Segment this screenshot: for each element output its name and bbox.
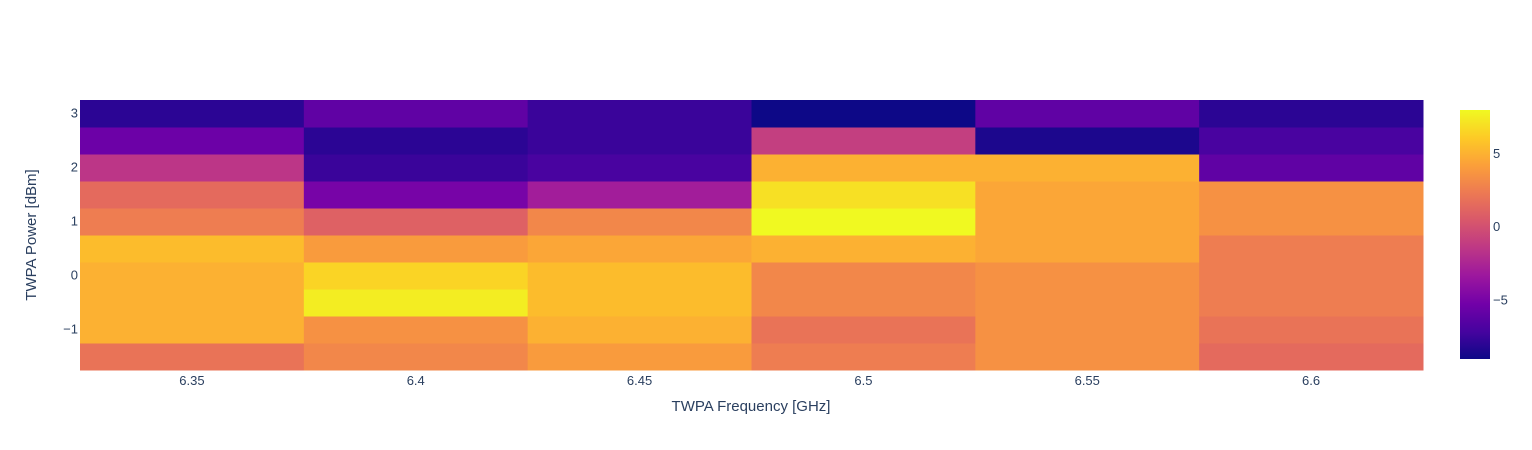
heatmap-cell xyxy=(975,262,1200,290)
heatmap-cell xyxy=(751,127,976,155)
heatmap-cell xyxy=(527,100,752,128)
colorbar xyxy=(1460,110,1490,359)
y-tick-label: 1 xyxy=(71,214,78,229)
heatmap-cell xyxy=(527,343,752,371)
y-tick-label: −1 xyxy=(63,322,78,337)
heatmap-cell xyxy=(1199,154,1424,182)
heatmap-cell xyxy=(1199,343,1424,371)
heatmap-cell xyxy=(975,289,1200,317)
heatmap-cell xyxy=(80,154,305,182)
heatmap-cell xyxy=(527,154,752,182)
heatmap-cell xyxy=(80,181,305,209)
heatmap-cells xyxy=(80,100,1424,371)
heatmap-cell xyxy=(975,235,1200,263)
heatmap-cell xyxy=(751,343,976,371)
heatmap-cell xyxy=(751,316,976,344)
heatmap-cell xyxy=(1199,289,1424,317)
heatmap-cell xyxy=(751,208,976,236)
heatmap-cell xyxy=(303,154,529,182)
heatmap-cell xyxy=(527,127,752,155)
heatmap-cell xyxy=(751,154,976,182)
y-tick-label: 2 xyxy=(71,160,78,175)
heatmap-cell xyxy=(303,208,529,236)
heatmap-cell xyxy=(303,100,529,128)
y-tick-label: 0 xyxy=(71,268,78,283)
heatmap-cell xyxy=(751,262,976,290)
heatmap-cell xyxy=(975,208,1200,236)
x-tick-label: 6.35 xyxy=(179,373,204,388)
heatmap-cell xyxy=(751,235,976,263)
heatmap-cell xyxy=(975,316,1200,344)
heatmap-cell xyxy=(975,100,1200,128)
x-tick-label: 6.6 xyxy=(1302,373,1320,388)
heatmap-cell xyxy=(1199,262,1424,290)
heatmap-cell xyxy=(527,316,752,344)
x-axis-ticks: 6.35 6.4 6.45 6.5 6.55 6.6 xyxy=(179,373,1320,388)
heatmap-cell xyxy=(527,208,752,236)
colorbar-tick-label: 5 xyxy=(1493,146,1500,161)
heatmap-cell xyxy=(80,343,305,371)
y-axis-title: TWPA Power [dBm] xyxy=(23,169,40,300)
x-tick-label: 6.4 xyxy=(407,373,425,388)
heatmap-cell xyxy=(527,289,752,317)
heatmap-cell xyxy=(303,181,529,209)
heatmap-cell xyxy=(527,181,752,209)
heatmap-cell xyxy=(975,343,1200,371)
heatmap-cell xyxy=(80,235,305,263)
heatmap-cell xyxy=(975,181,1200,209)
x-tick-label: 6.45 xyxy=(627,373,652,388)
x-tick-label: 6.55 xyxy=(1075,373,1100,388)
heatmap-cell xyxy=(975,154,1200,182)
heatmap-cell xyxy=(527,235,752,263)
heatmap-cell xyxy=(303,127,529,155)
heatmap-cell xyxy=(751,181,976,209)
heatmap-cell xyxy=(1199,181,1424,209)
heatmap-cell xyxy=(1199,208,1424,236)
heatmap-cell xyxy=(1199,316,1424,344)
heatmap-cell xyxy=(303,316,529,344)
heatmap-cell xyxy=(1199,127,1424,155)
x-axis-title: TWPA Frequency [GHz] xyxy=(672,398,831,415)
heatmap-cell xyxy=(303,289,529,317)
heatmap-cell xyxy=(303,262,529,290)
y-tick-label: 3 xyxy=(71,106,78,121)
colorbar-tick-label: 0 xyxy=(1493,219,1500,234)
heatmap-cell xyxy=(751,100,976,128)
heatmap-cell xyxy=(80,262,305,290)
heatmap-cell xyxy=(80,127,305,155)
heatmap-cell xyxy=(80,100,305,128)
x-tick-label: 6.5 xyxy=(854,373,872,388)
heatmap-cell xyxy=(1199,100,1424,128)
heatmap-cell xyxy=(751,289,976,317)
colorbar-tick-label: −5 xyxy=(1493,292,1508,307)
heatmap-cell xyxy=(1199,235,1424,263)
heatmap-cell xyxy=(80,208,305,236)
y-axis-ticks: −1 0 1 2 3 xyxy=(63,106,78,337)
heatmap-cell xyxy=(303,343,529,371)
heatmap-cell xyxy=(303,235,529,263)
heatmap-cell xyxy=(80,289,305,317)
heatmap-cell xyxy=(975,127,1200,155)
colorbar-ticks: −5 0 5 xyxy=(1493,146,1508,307)
heatmap-cell xyxy=(80,316,305,344)
heatmap-cell xyxy=(527,262,752,290)
